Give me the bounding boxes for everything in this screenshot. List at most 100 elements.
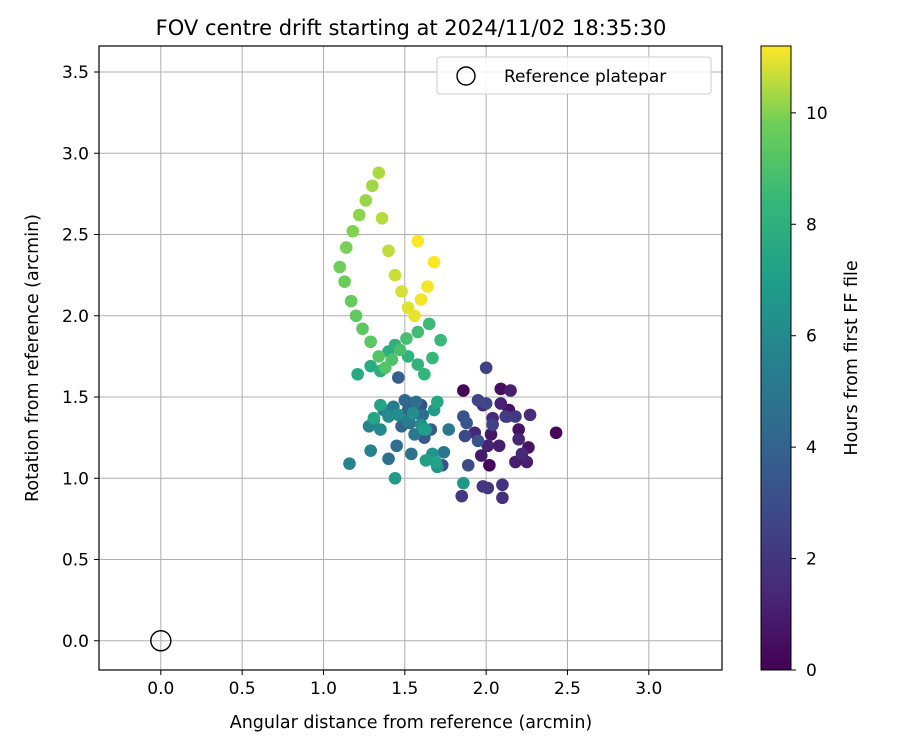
scatter-point xyxy=(388,268,402,282)
scatter-point xyxy=(359,194,373,207)
scatter-point xyxy=(364,444,377,457)
scatter-point xyxy=(374,398,387,412)
scatter-point xyxy=(374,423,387,436)
scatter-point xyxy=(388,471,402,485)
x-axis-label: Angular distance from reference (arcmin) xyxy=(230,713,593,733)
scatter-point xyxy=(421,280,434,293)
legend-box xyxy=(436,56,712,95)
scatter-point xyxy=(395,285,408,298)
scatter-point xyxy=(378,361,392,375)
colorbar-tick-label: 6 xyxy=(806,327,817,347)
colorbar-tick-label: 4 xyxy=(806,438,817,458)
scatter-point xyxy=(499,410,512,423)
scatter-point xyxy=(416,408,429,422)
colorbar-label: Hours from first FF file xyxy=(842,260,862,455)
y-axis-ticks: 0.0 0.5 1.0 1.5 2.0 2.5 3.0 3.5 xyxy=(62,63,99,652)
scatter-point xyxy=(461,458,475,472)
scatter-point xyxy=(375,211,389,225)
scatter-point xyxy=(484,428,498,441)
scatter-point xyxy=(411,358,425,371)
scatter-point xyxy=(372,166,386,180)
scatter-point xyxy=(419,454,433,467)
scatter-point xyxy=(492,439,506,453)
scatter-point xyxy=(365,179,379,193)
scatter-point xyxy=(344,294,358,308)
scatter-point xyxy=(494,382,508,396)
scatter-point xyxy=(442,423,456,436)
x-axis-ticks: 0.0 0.5 1.0 1.5 2.0 2.5 3.0 xyxy=(147,670,662,699)
scatter-point xyxy=(414,293,428,306)
y-tick-label: 0.0 xyxy=(62,632,89,652)
x-tick-label: 2.0 xyxy=(473,679,500,699)
scatter-point xyxy=(418,423,431,436)
scatter-point xyxy=(422,317,436,331)
scatter-point xyxy=(418,367,431,381)
scatter-point xyxy=(471,434,485,448)
scatter-point xyxy=(494,397,508,410)
scatter-point xyxy=(392,371,405,384)
scatter-point xyxy=(496,478,509,492)
scatter-point xyxy=(549,426,563,440)
y-tick-label: 2.5 xyxy=(62,226,89,246)
scatter-point xyxy=(431,395,444,409)
scatter-point xyxy=(372,350,386,363)
scatter-point xyxy=(408,309,421,323)
scatter-point xyxy=(409,395,423,409)
scatter-point xyxy=(393,343,407,357)
scatter-point xyxy=(411,325,425,339)
y-tick-label: 0.5 xyxy=(62,551,89,571)
chart-title: FOV centre drift starting at 2024/11/02 … xyxy=(156,16,667,40)
x-tick-label: 1.0 xyxy=(310,679,337,699)
x-tick-label: 1.5 xyxy=(391,679,418,699)
scatter-point xyxy=(390,439,403,453)
scatter-point xyxy=(427,255,441,269)
scatter-point xyxy=(481,481,495,495)
colorbar-tick-label: 8 xyxy=(806,215,817,235)
scatter-point xyxy=(483,458,496,472)
x-tick-label: 2.5 xyxy=(554,679,581,699)
reference-marker xyxy=(150,630,172,652)
scatter-point xyxy=(346,224,360,238)
colorbar-gradient xyxy=(760,45,792,671)
scatter-point xyxy=(364,359,377,373)
scatter-point xyxy=(405,447,418,461)
legend: Reference platepar xyxy=(436,56,712,95)
data-points xyxy=(333,166,563,505)
scatter-point xyxy=(408,428,421,441)
y-tick-label: 3.5 xyxy=(62,63,89,83)
colorbar-tick-label: 2 xyxy=(806,550,817,570)
y-tick-label: 3.0 xyxy=(62,144,89,164)
scatter-point xyxy=(437,445,451,459)
plot-frame xyxy=(98,45,723,671)
scatter-point xyxy=(367,411,381,425)
scatter-point xyxy=(364,335,377,349)
legend-label: Reference platepar xyxy=(504,67,666,87)
y-tick-label: 2.0 xyxy=(62,307,89,327)
scatter-point xyxy=(458,429,472,443)
scatter-point xyxy=(352,208,366,222)
scatter-point xyxy=(426,351,439,365)
scatter-point xyxy=(523,408,537,422)
scatter-point xyxy=(457,384,470,397)
scatter-point xyxy=(411,234,425,248)
scatter-point xyxy=(512,432,525,446)
scatter-point xyxy=(382,452,395,466)
scatter-point xyxy=(392,408,405,422)
colorbar-tick-label: 0 xyxy=(806,661,817,681)
scatter-point xyxy=(481,439,495,453)
colorbar-ticks: 0 2 4 6 8 10 xyxy=(791,104,828,681)
scatter-point xyxy=(343,457,356,470)
y-tick-label: 1.0 xyxy=(62,469,89,489)
legend-marker xyxy=(456,66,476,86)
colorbar: 0 2 4 6 8 10 Hours from first FF file xyxy=(760,45,862,681)
scatter-point xyxy=(460,416,473,430)
scatter-point xyxy=(455,489,469,503)
y-tick-label: 1.5 xyxy=(62,388,89,408)
scatter-point xyxy=(356,322,369,336)
scatter-point xyxy=(429,455,443,469)
scatter-point xyxy=(479,361,493,375)
scatter-point xyxy=(406,406,420,420)
scatter-point xyxy=(474,449,488,462)
scatter-point xyxy=(486,418,499,431)
x-tick-label: 0.0 xyxy=(147,679,174,699)
